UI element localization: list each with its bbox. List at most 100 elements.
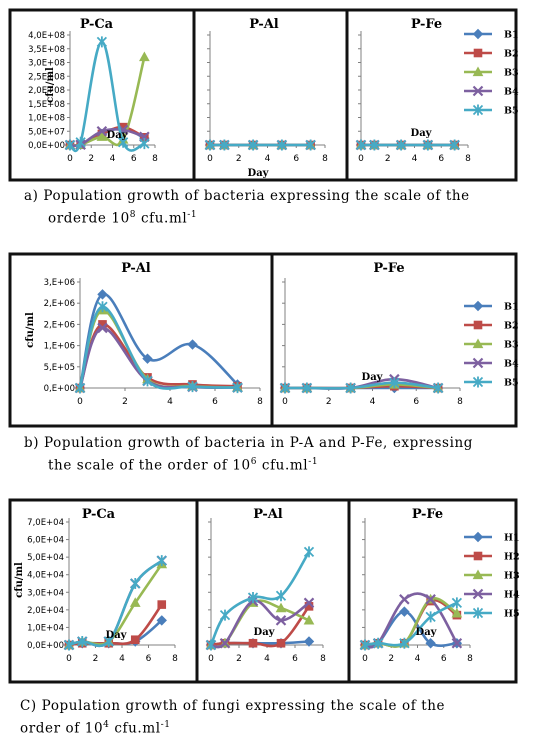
panel-c-0: P-Ca 0 2 4 6 8 0,0E+00 1,0E+04 2,0E+04 3,0E+04 4,0…	[27, 507, 178, 664]
data-point-H5	[247, 592, 259, 604]
data-point-B5	[449, 139, 460, 151]
chart-group-a: P-Ca 0 2 4 6 8 0,0E+00 5,0E+07 1,0E+08 1,5E+08 2,0…	[8, 8, 519, 182]
x-tick-label: 6	[146, 654, 152, 664]
panel-title: P-Al	[249, 17, 279, 32]
series-line-B1	[78, 293, 239, 389]
x-tick-label: 6	[441, 654, 447, 664]
legend-marker	[472, 607, 484, 619]
data-point-B5	[97, 301, 108, 313]
data-point-B5	[64, 139, 76, 151]
caption-c-line2: order of 10	[20, 720, 104, 737]
legend-marker	[472, 588, 484, 600]
legend-marker	[473, 551, 483, 561]
caption-a: a) Population growth of bacteria express…	[24, 187, 529, 229]
panel-a-2: P-Fe 0 2 4 6 8	[355, 17, 471, 164]
y-tick-label: 5,0E+04	[27, 553, 64, 563]
x-axis-label: Day	[107, 130, 129, 141]
data-point-H2	[248, 638, 258, 648]
data-point-H5	[372, 637, 384, 649]
legend-label: H3	[504, 571, 520, 582]
x-tick-label: 4	[110, 154, 116, 164]
y-tick-label: 2,0E+08	[28, 86, 65, 96]
x-tick-label: 2	[326, 397, 332, 407]
x-tick-label: 4	[370, 397, 376, 407]
x-axis-label: Day	[411, 128, 433, 139]
data-point-H3	[451, 607, 463, 618]
data-point-B5	[75, 136, 86, 148]
legend-marker	[472, 531, 484, 543]
x-tick-label: 0	[77, 397, 83, 407]
x-tick-label: 8	[152, 154, 158, 164]
caption-c-exponent: 4	[103, 720, 110, 730]
y-tick-label: 3,E+06	[44, 278, 75, 288]
data-point-H4	[275, 615, 287, 626]
y-tick-label: 2,E+06	[44, 299, 75, 309]
legend-label: H2	[504, 552, 520, 563]
panel-title: P-Ca	[80, 17, 114, 32]
caption-c-unit-exponent: -1	[160, 720, 171, 730]
data-point-B5	[187, 381, 198, 393]
chart-group-c: P-Ca 0 2 4 6 8 0,0E+00 1,0E+04 2,0E+04 3,0E+04 4,0…	[8, 498, 520, 684]
legend-marker	[472, 300, 484, 312]
legend-label: H1	[504, 533, 520, 544]
data-point-H4	[303, 597, 315, 609]
x-tick-label: 4	[264, 654, 270, 664]
x-tick-label: 8	[322, 154, 328, 164]
legend-label: B5	[504, 106, 519, 117]
legend-label: B2	[504, 49, 519, 60]
x-tick-label: 0	[208, 654, 214, 664]
x-tick-label: 2	[93, 654, 99, 664]
x-tick-label: 8	[320, 654, 326, 664]
data-point-B5	[96, 36, 108, 48]
legend-marker	[472, 376, 484, 388]
data-point-H5	[303, 546, 315, 558]
y-axis-label: cfu/ml	[14, 562, 25, 598]
x-tick-label: 8	[257, 397, 263, 407]
x-tick-label: 4	[167, 397, 173, 407]
caption-b-line2: the scale of the order of 10	[48, 457, 251, 474]
chart-frame-c	[8, 498, 518, 684]
data-point-H3	[275, 602, 287, 613]
data-point-H5	[77, 635, 88, 647]
data-point-B5	[139, 138, 150, 150]
series-B5	[64, 36, 150, 153]
panel-c-2: P-Fe 0 2 4 6 8	[359, 507, 473, 664]
y-tick-label: 1,E+06	[44, 342, 75, 352]
panel-title: P-Al	[121, 261, 151, 276]
x-axis-label: Day	[362, 372, 384, 383]
legend-label: B3	[504, 68, 519, 79]
panel-title: P-Al	[253, 507, 283, 522]
data-point-B5	[369, 139, 380, 151]
legend-label: H5	[504, 609, 520, 620]
x-tick-label: 6	[293, 154, 299, 164]
y-tick-label: 6,0E+04	[27, 536, 64, 546]
legend-marker	[472, 85, 484, 97]
legend: B1 B2 B3 B4 B5	[464, 300, 519, 389]
data-point-B5	[247, 139, 259, 151]
data-point-H5	[399, 637, 410, 649]
data-point-B5	[301, 382, 313, 394]
x-tick-label: 2	[122, 397, 128, 407]
series-H5	[63, 555, 167, 651]
data-point-B5	[232, 382, 243, 394]
x-tick-label: 2	[385, 154, 391, 164]
panel-b-1: P-Fe 0 2 4 6 8	[279, 261, 463, 407]
caption-b-unit-exponent: -1	[308, 457, 319, 467]
panel-title: P-Fe	[412, 507, 443, 522]
data-point-H1	[303, 636, 315, 647]
data-point-B5	[117, 136, 129, 148]
y-tick-label: 5,0E+07	[28, 127, 65, 137]
caption-a-unit: cfu.ml	[136, 210, 188, 227]
data-point-B1	[142, 353, 153, 364]
legend-label: B3	[504, 340, 519, 351]
data-point-B5	[74, 382, 86, 394]
y-tick-label: 4,0E+08	[28, 31, 65, 41]
legend-marker	[473, 48, 483, 58]
caption-c-unit: cfu.ml	[109, 720, 161, 737]
data-point-B5	[389, 377, 400, 389]
data-point-H5	[156, 555, 167, 567]
legend-label: B1	[504, 30, 519, 41]
x-tick-label: 8	[172, 654, 178, 664]
data-point-H2	[276, 638, 286, 648]
y-axis-label: cfu/ml	[25, 312, 36, 348]
